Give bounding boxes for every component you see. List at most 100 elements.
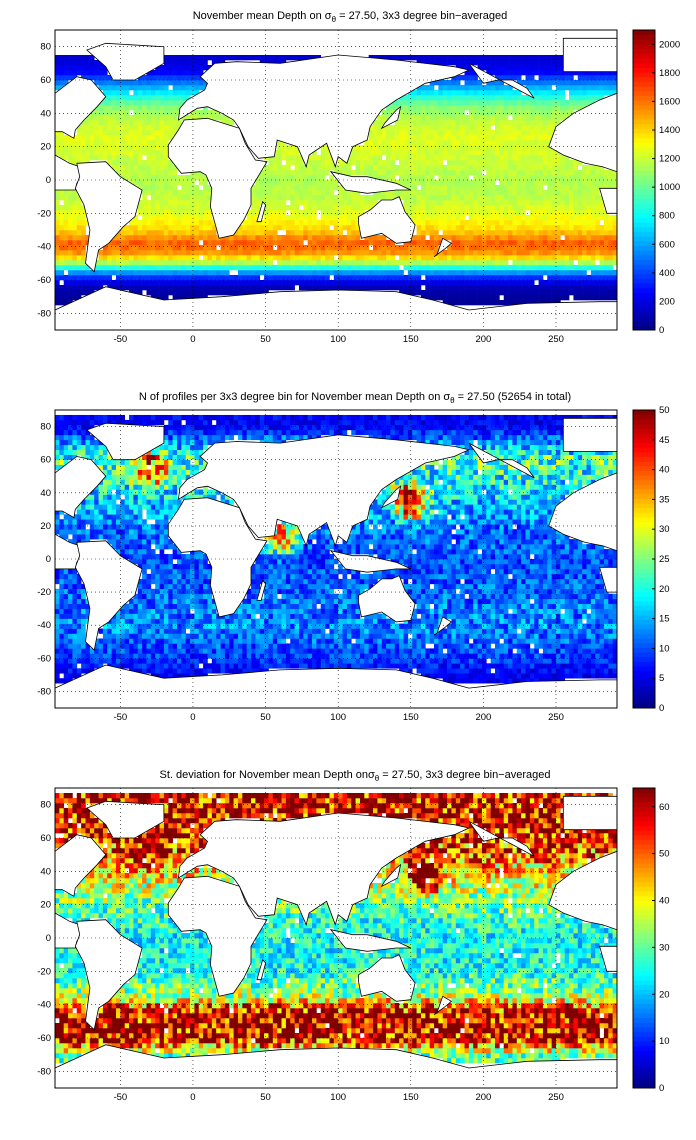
heatmap-cell (255, 180, 261, 186)
heatmap-cell (242, 260, 247, 266)
heatmap-cell (55, 603, 60, 609)
heatmap-cell (442, 140, 448, 146)
heatmap-cell (111, 633, 117, 639)
heatmap-cell (68, 145, 73, 151)
heatmap-cell (120, 120, 126, 126)
heatmap-cell (612, 170, 618, 176)
heatmap-cell (538, 140, 544, 146)
heatmap-cell (342, 250, 348, 256)
heatmap-cell (98, 85, 104, 91)
heatmap-cell (338, 215, 343, 221)
heatmap-cell (525, 135, 531, 141)
heatmap-cell (377, 150, 383, 156)
heatmap-cell (420, 95, 426, 101)
heatmap-cell (251, 270, 256, 276)
heatmap-cell (564, 250, 570, 256)
heatmap-cell (438, 195, 444, 201)
heatmap-cell (224, 265, 230, 271)
heatmap-cell (534, 85, 539, 91)
heatmap-cell (85, 454, 91, 460)
heatmap-cell (473, 215, 478, 221)
heatmap-cell (150, 105, 156, 111)
heatmap-cell (564, 110, 570, 116)
heatmap-cell (599, 205, 605, 211)
heatmap-cell (146, 205, 152, 211)
heatmap-cell (55, 464, 60, 470)
heatmap-cell (272, 175, 278, 181)
heatmap-cell (146, 250, 152, 256)
heatmap-cell (142, 75, 147, 81)
heatmap-cell (381, 165, 387, 171)
heatmap-cell (564, 165, 570, 171)
heatmap-cell (338, 250, 343, 256)
heatmap-cell (142, 165, 147, 171)
heatmap-cell (155, 80, 160, 86)
heatmap-cell (442, 150, 448, 156)
heatmap-cell (124, 135, 130, 141)
heatmap-cell (333, 245, 339, 251)
heatmap-cell (364, 280, 369, 286)
heatmap-cell (307, 155, 313, 161)
heatmap-cell (181, 215, 186, 221)
heatmap-cell (525, 150, 531, 156)
heatmap-cell (129, 135, 134, 141)
heatmap-cell (146, 245, 152, 251)
heatmap-cell (407, 130, 413, 136)
heatmap-cell (272, 215, 278, 221)
heatmap-cell (338, 205, 343, 211)
heatmap-cell (460, 255, 465, 261)
heatmap-cell (473, 250, 478, 256)
heatmap-cell (325, 240, 330, 246)
heatmap-cell (333, 260, 339, 266)
heatmap-cell (159, 155, 165, 161)
heatmap-cell (181, 275, 186, 281)
heatmap-cell (608, 75, 613, 81)
heatmap-cell (460, 85, 465, 91)
colorbar-segment (633, 156, 655, 162)
heatmap-cell (229, 245, 234, 251)
heatmap-cell (525, 295, 531, 301)
heatmap-cell (59, 255, 65, 261)
heatmap-cell (429, 240, 435, 246)
heatmap-cell (495, 120, 500, 126)
heatmap-cell (538, 155, 544, 161)
heatmap-cell (468, 290, 474, 296)
heatmap-cell (529, 240, 535, 246)
heatmap-cell (473, 140, 478, 146)
heatmap-cell (163, 160, 169, 166)
heatmap-cell (538, 210, 544, 216)
heatmap-cell (407, 240, 413, 246)
heatmap-cell (416, 125, 422, 131)
heatmap-cell (603, 90, 609, 96)
heatmap-cell (595, 275, 600, 281)
heatmap-cell (407, 180, 413, 186)
heatmap-cell (420, 85, 426, 91)
heatmap-cell (216, 240, 221, 246)
heatmap-cell (94, 499, 99, 505)
heatmap-cell (381, 265, 387, 271)
heatmap-cell (94, 70, 99, 76)
heatmap-cell (495, 230, 500, 236)
heatmap-cell (455, 130, 461, 136)
heatmap-cell (420, 140, 426, 146)
heatmap-cell (351, 205, 356, 211)
heatmap-cell (342, 280, 348, 286)
heatmap-cell (63, 75, 69, 81)
heatmap-cell (368, 235, 374, 241)
heatmap-cell (525, 250, 531, 256)
heatmap-cell (403, 245, 409, 251)
heatmap-cell (429, 210, 435, 216)
heatmap-cell (477, 160, 483, 166)
heatmap-cell (320, 215, 326, 221)
heatmap-cell (455, 60, 461, 66)
heatmap-cell (503, 225, 509, 231)
heatmap-cell (486, 220, 491, 226)
heatmap-cell (290, 175, 295, 181)
heatmap-cell (451, 260, 457, 266)
heatmap-cell (133, 285, 139, 291)
heatmap-cell (63, 529, 69, 535)
heatmap-cell (185, 180, 191, 186)
heatmap-cell (438, 140, 444, 146)
heatmap-cell (538, 130, 544, 136)
heatmap-cell (351, 265, 356, 271)
